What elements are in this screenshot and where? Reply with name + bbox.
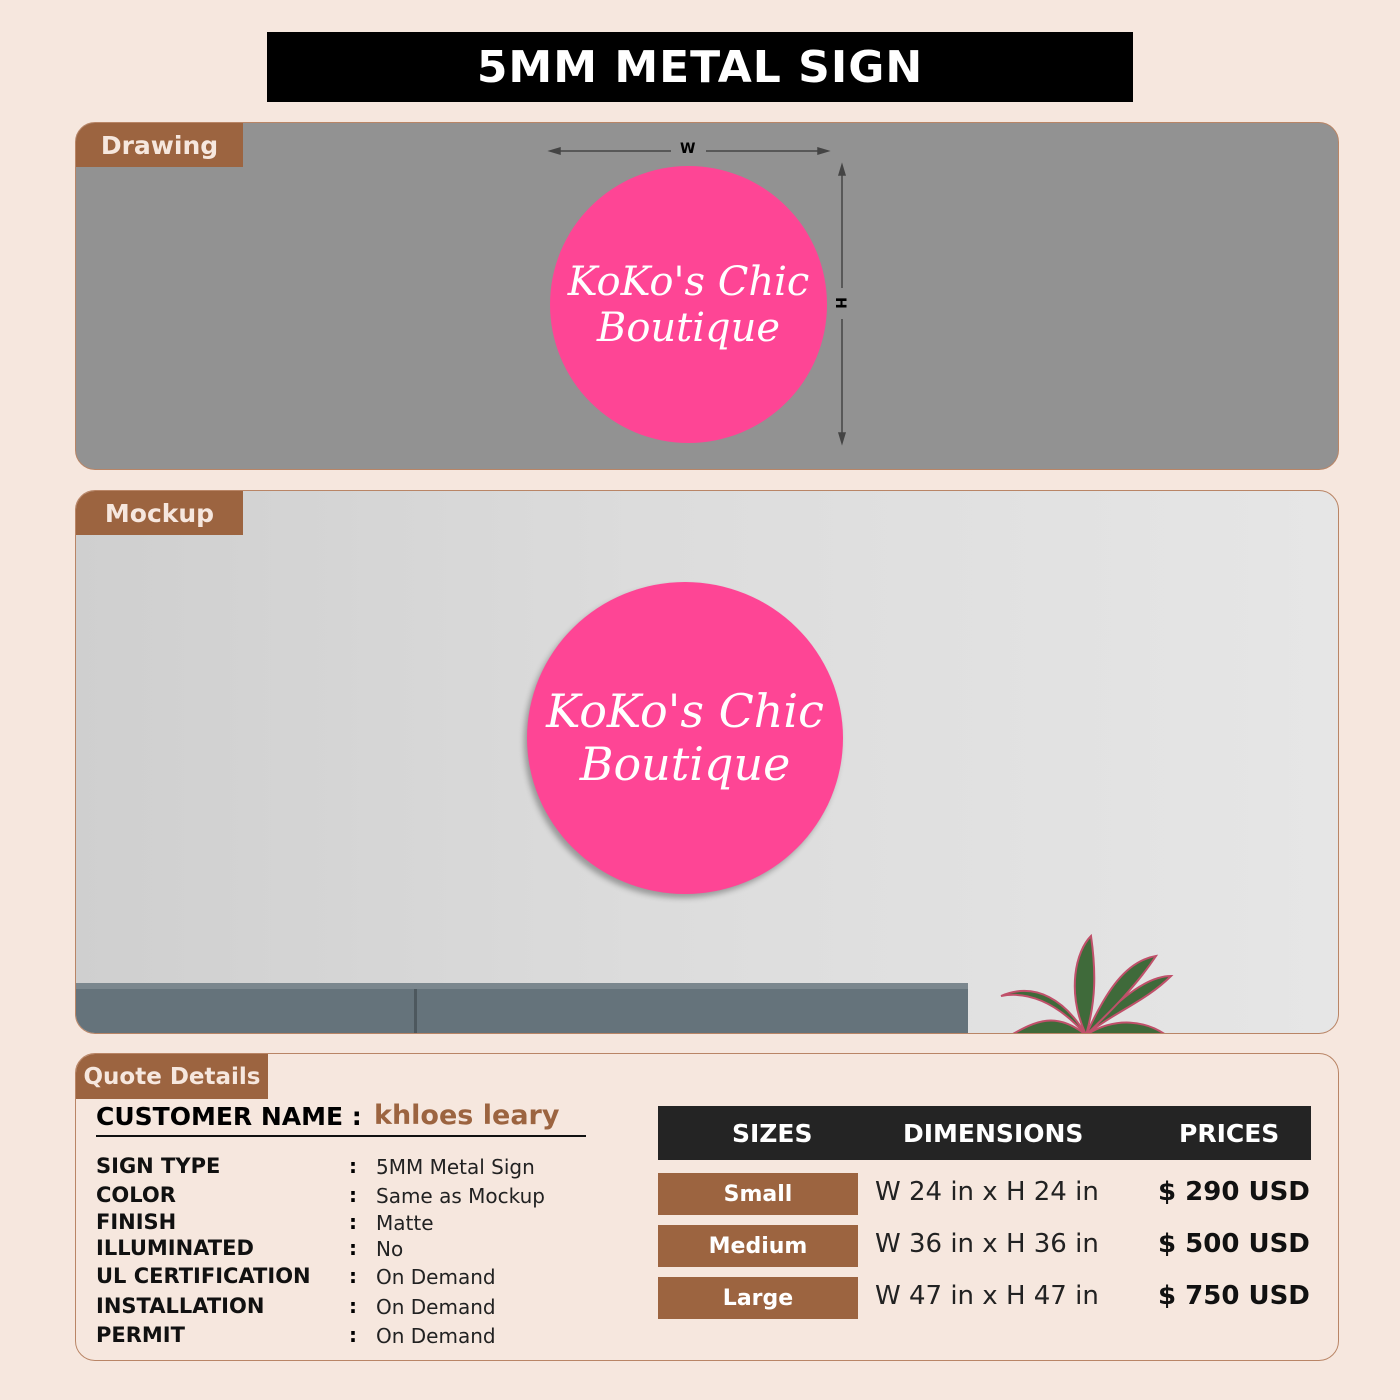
- sign-text-line1: KoKo's Chic: [567, 258, 810, 305]
- width-marker: W: [680, 141, 696, 157]
- sign-text-line1: KoKo's Chic: [546, 684, 824, 739]
- header-dimensions: DIMENSIONS: [903, 1118, 1084, 1148]
- cabinet: [76, 983, 968, 1033]
- price-value: $ 500 USD: [1158, 1229, 1310, 1259]
- detail-label: COLOR: [96, 1183, 176, 1207]
- detail-label: FINISH: [96, 1210, 177, 1234]
- detail-colon: :: [349, 1154, 357, 1178]
- detail-value: On Demand: [376, 1295, 496, 1319]
- dimension-arrows: [547, 146, 847, 446]
- customer-underline: [96, 1135, 586, 1137]
- price-value: $ 290 USD: [1158, 1177, 1310, 1207]
- detail-value: 5MM Metal Sign: [376, 1155, 535, 1179]
- mockup-panel: Mockup KoKo's Chic Boutique: [75, 490, 1339, 1034]
- detail-label: SIGN TYPE: [96, 1154, 221, 1178]
- drawing-tag: Drawing: [76, 123, 243, 167]
- dimension-value: W 24 in x H 24 in: [875, 1177, 1099, 1207]
- plant-image: [1000, 933, 1174, 1033]
- dimension-value: W 47 in x H 47 in: [875, 1281, 1099, 1311]
- sign-drawing: KoKo's Chic Boutique: [550, 166, 827, 443]
- drawing-panel: Drawing W H KoKo's Chic Boutique: [75, 122, 1339, 470]
- customer-label: CUSTOMER NAME :: [96, 1102, 362, 1131]
- detail-value: On Demand: [376, 1324, 496, 1348]
- price-value: $ 750 USD: [1158, 1281, 1310, 1311]
- detail-label: ILLUMINATED: [96, 1236, 254, 1260]
- quote-tag: Quote Details: [76, 1054, 268, 1099]
- detail-colon: :: [349, 1210, 357, 1234]
- detail-label: PERMIT: [96, 1323, 185, 1347]
- detail-value: Matte: [376, 1211, 434, 1235]
- header-sizes: SIZES: [732, 1118, 813, 1148]
- detail-label: UL CERTIFICATION: [96, 1264, 311, 1288]
- detail-value: Same as Mockup: [376, 1184, 545, 1208]
- height-marker: H: [831, 297, 848, 309]
- mockup-tag: Mockup: [76, 491, 243, 535]
- sign-text-line2: Boutique: [596, 304, 781, 351]
- detail-colon: :: [349, 1323, 357, 1347]
- header-prices: PRICES: [1179, 1118, 1280, 1148]
- page-title: 5MM METAL SIGN: [267, 32, 1133, 102]
- detail-label: INSTALLATION: [96, 1294, 265, 1318]
- cabinet-divider: [414, 989, 417, 1033]
- table-header: [658, 1106, 1311, 1160]
- detail-colon: :: [349, 1236, 357, 1260]
- sign-mockup: KoKo's Chic Boutique: [527, 582, 843, 894]
- size-option-1[interactable]: Medium: [658, 1225, 858, 1267]
- size-option-0[interactable]: Small: [658, 1173, 858, 1215]
- sign-text-line2: Boutique: [579, 737, 791, 791]
- size-option-2[interactable]: Large: [658, 1277, 858, 1319]
- dimension-value: W 36 in x H 36 in: [875, 1229, 1099, 1259]
- detail-colon: :: [349, 1294, 357, 1318]
- detail-colon: :: [349, 1183, 357, 1207]
- detail-value: No: [376, 1237, 404, 1261]
- detail-value: On Demand: [376, 1265, 496, 1289]
- detail-colon: :: [349, 1264, 357, 1288]
- customer-name: khloes leary: [374, 1100, 560, 1131]
